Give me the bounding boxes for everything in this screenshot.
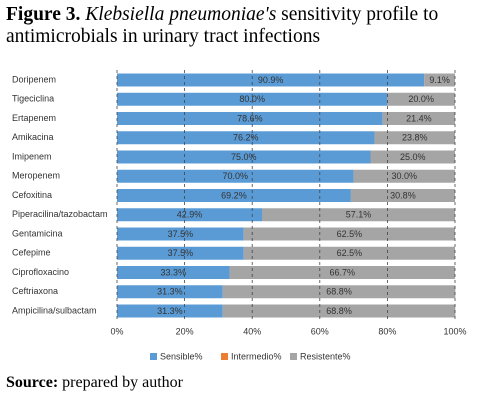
data-label: 42.9%: [177, 210, 203, 220]
x-tick-label: 40%: [243, 326, 261, 336]
title-part: Klebsiella pneumoniae's: [85, 4, 277, 25]
title-part: sensitivity profile to antimicrobials in…: [6, 4, 439, 47]
bar-segment: [424, 73, 455, 87]
data-label: 68.8%: [326, 287, 352, 297]
data-label: 20.0%: [408, 94, 434, 104]
legend-swatch: [290, 353, 297, 360]
bar-segment: [117, 246, 244, 260]
bar-segment: [387, 92, 455, 106]
legend-swatch: [221, 353, 228, 360]
x-tick-label: 80%: [378, 326, 396, 336]
x-tick-label: 20%: [176, 326, 194, 336]
bar-segment: [117, 189, 351, 202]
bar-segment: [117, 285, 223, 299]
data-label: 23.8%: [402, 133, 428, 143]
y-tick-label: Doripenem: [12, 74, 56, 84]
y-tick-label: Tigeciclina: [12, 94, 54, 104]
data-label: 31.3%: [157, 306, 183, 316]
bar-segment: [229, 266, 455, 279]
bar-segment: [117, 112, 383, 125]
y-tick-label: Imipenem: [12, 151, 52, 161]
bar-segment: [382, 112, 455, 125]
bar-segment: [222, 285, 456, 299]
bar-segment: [117, 304, 223, 318]
data-label: 33.3%: [161, 267, 187, 277]
y-tick-label: Meropenem: [12, 171, 60, 181]
legend-swatch: [150, 353, 157, 360]
y-tick-label: Cefoxitina: [12, 190, 52, 200]
data-label: 37.5%: [168, 229, 194, 239]
data-label: 37.5%: [168, 248, 194, 258]
bar-segment: [117, 208, 263, 222]
bar-segment: [243, 227, 455, 241]
data-label: 68.8%: [326, 306, 352, 316]
legend-label: Sensible%: [160, 351, 203, 361]
data-label: 76.2%: [233, 133, 259, 143]
bar-segment: [374, 131, 455, 145]
data-label: 66.7%: [330, 267, 356, 277]
data-label: 78.6%: [237, 113, 263, 123]
bar-segment: [353, 169, 455, 183]
data-label: 30.8%: [390, 190, 416, 200]
bar-segment: [222, 304, 456, 318]
data-label: 62.5%: [337, 229, 363, 239]
source-part: prepared by author: [62, 374, 183, 391]
bar-segment: [117, 227, 244, 241]
x-tick-label: 60%: [311, 326, 329, 336]
y-tick-label: Amikacina: [12, 132, 54, 142]
y-tick-label: Gentamicina: [12, 228, 63, 238]
y-tick-label: Ampicilina/sulbactam: [12, 305, 97, 315]
y-tick-label: Piperacilina/tazobactam: [12, 209, 108, 219]
bar-segment: [370, 150, 455, 164]
data-label: 9.1%: [429, 75, 450, 85]
bar-segment: [117, 150, 371, 164]
data-label: 70.0%: [223, 171, 249, 181]
x-tick-label: 100%: [443, 326, 466, 336]
bar-segment: [243, 246, 455, 260]
data-label: 69.2%: [221, 190, 247, 200]
data-label: 75.0%: [231, 152, 257, 162]
chart-title: Figure 3. Klebsiella pneumoniae's sensit…: [6, 4, 484, 48]
data-label: 30.0%: [392, 171, 418, 181]
legend-label: Intermedio%: [231, 351, 282, 361]
data-label: 80.0%: [239, 94, 265, 104]
source-note: Source: prepared by author: [6, 374, 183, 392]
data-label: 25.0%: [400, 152, 426, 162]
y-tick-label: Cefepime: [12, 248, 51, 258]
bar-segment: [117, 266, 230, 279]
bar-segment: [262, 208, 455, 222]
title-part: Figure 3.: [6, 4, 81, 25]
legend-label: Resistente%: [300, 351, 351, 361]
bar-segment: [117, 131, 375, 145]
data-label: 57.1%: [346, 210, 372, 220]
bar-segment: [117, 169, 354, 183]
x-tick-label: 0%: [110, 326, 123, 336]
y-tick-label: Ciprofloxacino: [12, 267, 69, 277]
y-tick-label: Ertapenem: [12, 113, 56, 123]
bar-segment: [350, 189, 455, 202]
data-label: 62.5%: [337, 248, 363, 258]
data-label: 31.3%: [157, 287, 183, 297]
y-tick-label: Ceftriaxona: [12, 286, 58, 296]
source-part: Source:: [6, 374, 59, 391]
data-label: 21.4%: [406, 113, 432, 123]
data-label: 90.9%: [258, 75, 284, 85]
bar-segment: [117, 73, 425, 87]
